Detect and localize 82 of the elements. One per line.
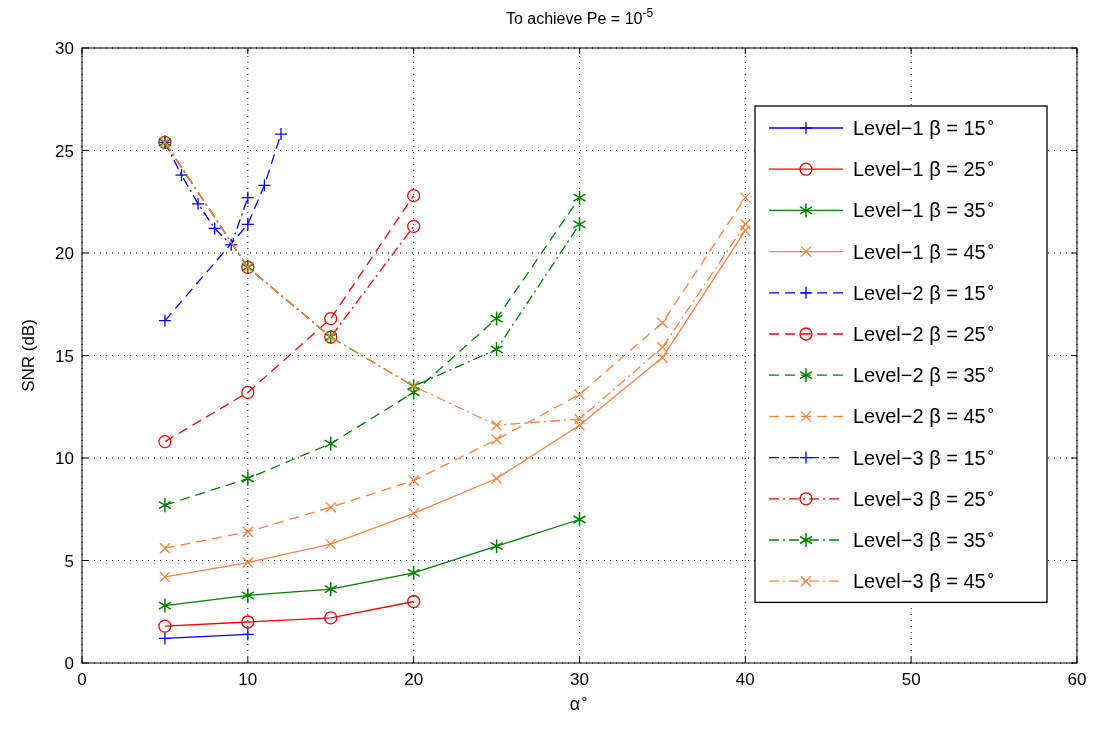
point: [408, 507, 420, 519]
y-tick-label: 0: [64, 654, 74, 673]
point: [158, 314, 172, 328]
point: [490, 419, 503, 431]
point: [241, 627, 255, 641]
legend-label: Level−1 β = 25$^{∘}$: [853, 153, 995, 181]
point: [241, 217, 255, 231]
legend-label: Level−2 β = 35$^{∘}$: [853, 359, 995, 387]
point: [407, 594, 421, 609]
legend-label: Level−3 β = 25$^{∘}$: [853, 483, 995, 510]
point: [489, 538, 504, 554]
point: [739, 224, 751, 237]
x-axis-title: α$^{∘}$: [569, 690, 590, 714]
legend-label: Level−2 β = 25$^{∘}$: [853, 318, 995, 345]
x-tick-label: 20: [404, 670, 424, 689]
x-tick-label: 0: [77, 670, 87, 689]
chart-title: To achieve Pe = 10$^{-5}$: [505, 6, 654, 27]
point: [324, 581, 338, 597]
point: [158, 597, 172, 614]
x-tick-label: 30: [570, 670, 589, 689]
y-tick-label: 30: [55, 39, 74, 58]
point: [572, 216, 587, 233]
point: [739, 192, 751, 204]
point: [407, 219, 421, 233]
point: [174, 168, 189, 182]
legend-label: Level−1 β = 15$^{∘}$: [853, 112, 995, 139]
y-tick-label: 15: [55, 346, 74, 366]
legend-label: Level−3 β = 35$^{∘}$: [853, 524, 995, 551]
point: [324, 611, 338, 625]
point: [573, 388, 586, 401]
point: [241, 587, 255, 604]
point: [406, 565, 421, 581]
legend-label: Level−3 β = 45$^{∘}$: [853, 565, 995, 593]
point: [325, 538, 337, 550]
point: [158, 631, 172, 646]
legend-label: Level−2 β = 45$^{∘}$: [853, 400, 995, 428]
point: [656, 317, 669, 329]
y-tick-label: 10: [55, 449, 74, 468]
point: [739, 218, 751, 230]
point: [489, 310, 504, 327]
point: [408, 474, 420, 487]
point: [572, 511, 587, 528]
point: [274, 127, 288, 141]
point: [159, 542, 171, 554]
y-axis-title: SNR (dB): [19, 319, 38, 392]
point: [241, 191, 255, 205]
legend-label: Level−1 β = 35$^{∘}$: [853, 194, 995, 222]
point: [191, 197, 205, 211]
point: [241, 615, 255, 629]
point: [158, 497, 172, 513]
point: [572, 189, 587, 206]
x-tick-label: 50: [901, 670, 921, 689]
point: [324, 435, 338, 452]
point: [325, 501, 337, 513]
point: [573, 419, 586, 431]
point: [573, 413, 586, 425]
point: [489, 341, 504, 358]
point: [242, 556, 254, 569]
y-tick-label: 25: [55, 141, 74, 161]
point: [656, 351, 669, 364]
point: [242, 526, 254, 538]
point: [324, 311, 338, 326]
x-tick-label: 60: [1067, 670, 1087, 689]
point: [158, 619, 172, 633]
point: [158, 434, 172, 449]
point: [490, 472, 503, 485]
legend-label: Level−2 β = 15$^{∘}$: [853, 277, 995, 304]
x-tick-label: 40: [735, 670, 755, 689]
point: [490, 433, 503, 446]
y-tick-label: 5: [64, 551, 74, 571]
point: [241, 385, 255, 400]
point: [656, 341, 669, 353]
legend-label: Level−3 β = 15$^{∘}$: [853, 442, 995, 469]
point: [208, 221, 222, 236]
point: [241, 470, 255, 487]
point: [159, 571, 171, 583]
legend-label: Level−1 β = 45$^{∘}$: [853, 236, 995, 263]
point: [224, 238, 238, 252]
y-tick-label: 20: [55, 244, 74, 263]
x-tick-label: 10: [238, 670, 258, 689]
point: [257, 178, 272, 192]
point: [407, 188, 421, 203]
